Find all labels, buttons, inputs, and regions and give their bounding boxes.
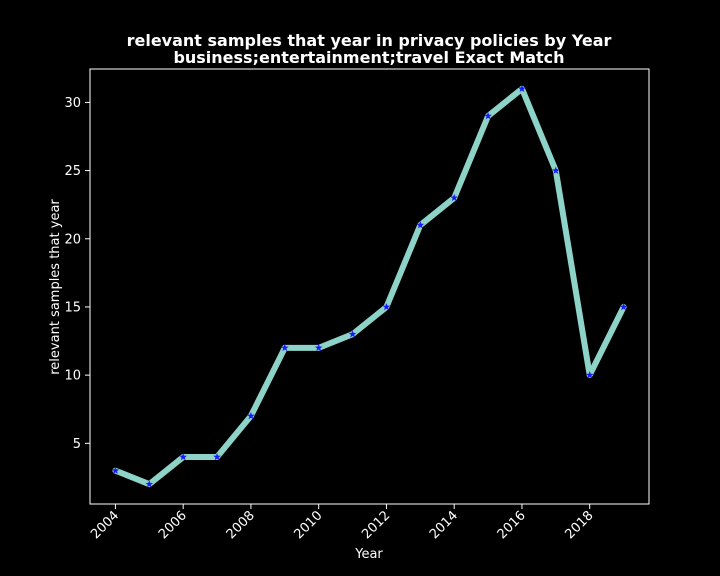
data-point: [416, 221, 425, 229]
chart-title: relevant samples that year in privacy po…: [127, 31, 612, 50]
x-tick-label: 2014: [427, 508, 461, 542]
data-point: [213, 452, 221, 461]
x-tick-label: 2012: [359, 508, 393, 542]
data-point: [619, 302, 628, 311]
x-tick-label: 2008: [224, 508, 258, 542]
x-tick-label: 2018: [563, 508, 597, 542]
data-point: [552, 166, 560, 174]
x-tick-label: 2016: [495, 508, 529, 542]
y-tick-label: 30: [64, 96, 81, 111]
chart-subtitle: business;entertainment;travel Exact Matc…: [173, 48, 564, 67]
y-axis-label: relevant samples that year: [48, 199, 63, 375]
data-point: [145, 480, 154, 488]
data-point: [382, 302, 391, 311]
y-tick-label: 25: [64, 164, 81, 179]
plot-frame: [89, 68, 650, 505]
x-tick-label: 2004: [88, 508, 122, 542]
x-tick-label: 2006: [156, 508, 190, 542]
x-tick-label: 2010: [292, 508, 326, 542]
y-tick-label: 10: [64, 369, 81, 384]
series-line: [112, 85, 627, 488]
data-point: [281, 343, 289, 352]
x-axis-label: Year: [354, 547, 383, 562]
y-axis: 5 10 15 20 25 30: [64, 96, 90, 452]
data-point: [484, 112, 492, 120]
x-axis: 2004 2006 2008 2010 2012 2014 2016 2018: [88, 504, 597, 542]
data-points: [111, 84, 628, 488]
y-tick-label: 15: [64, 300, 81, 315]
data-point: [348, 330, 357, 338]
data-point: [585, 371, 594, 379]
data-point: [450, 193, 458, 202]
data-point: [179, 452, 187, 461]
y-tick-label: 20: [64, 232, 81, 247]
y-tick-label: 5: [73, 437, 81, 452]
data-point: [111, 466, 120, 474]
data-point: [518, 84, 526, 93]
data-point: [247, 412, 255, 420]
data-point: [314, 343, 323, 352]
